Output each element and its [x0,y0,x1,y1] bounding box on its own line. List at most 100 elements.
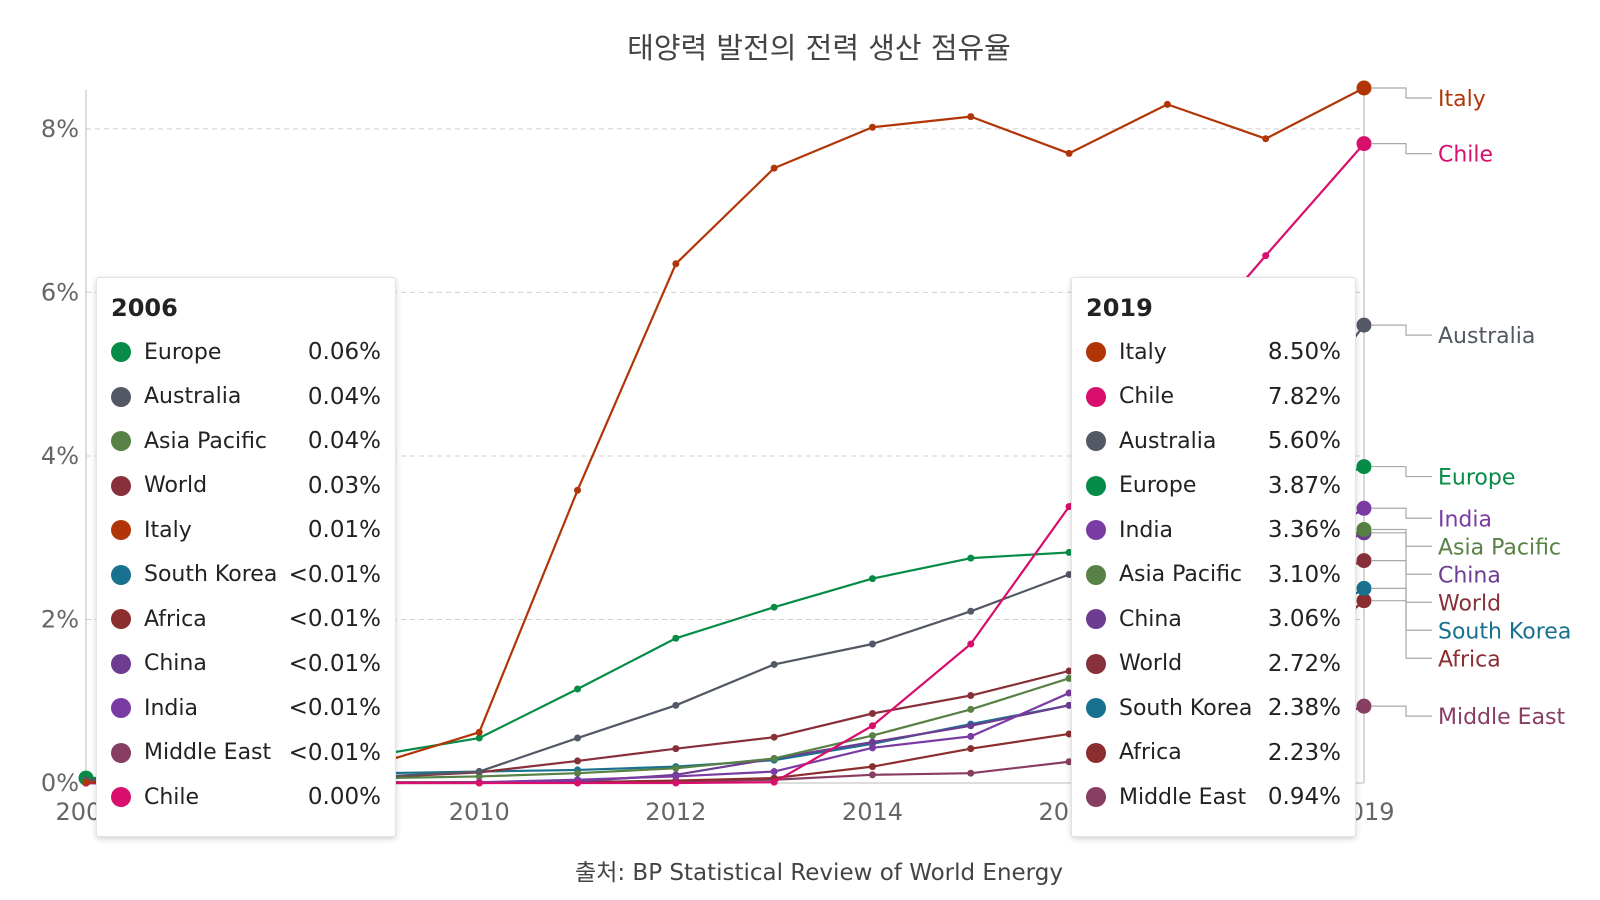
data-point [475,779,483,787]
legend-dot-icon [1086,431,1106,452]
end-labels: Italy Chile Australia Europe India Asia Pacif… [1372,87,1571,730]
tooltip-series-value: 0.01% [307,517,381,544]
tooltip-series-name: Africa [1119,740,1182,766]
tooltip-row-middle_east: Middle East 0.94% [1086,775,1341,820]
tooltip-series-value: 5.60% [1267,428,1341,455]
y-tick-label: 0% [41,769,79,797]
leader-line [1372,87,1432,99]
data-point [1065,149,1073,157]
legend-dot-icon [1086,787,1106,808]
legend-dot-icon [111,431,131,452]
data-point [770,603,778,611]
legend-dot-icon [1086,475,1106,496]
tooltip-row-australia: Australia 0.04% [111,375,381,420]
tooltip-row-south_korea: South Korea 2.38% [1086,686,1341,731]
data-point [967,692,975,700]
tooltip-row-chile: Chile 7.82% [1086,375,1341,420]
end-label-text: Africa [1438,647,1501,672]
data-point [868,744,876,752]
tooltip-row-australia: Australia 5.60% [1086,419,1341,464]
tooltip-series-value: 2.23% [1267,739,1341,766]
tooltip-year: 2019 [1086,294,1153,322]
tooltip-row-asia_pacific: Asia Pacific 3.10% [1086,553,1341,598]
tooltip-year: 2006 [111,294,178,322]
tooltip-series-name: China [1119,606,1182,632]
tooltip-series-name: Europe [1119,473,1197,499]
legend-dot-icon [1086,653,1106,674]
data-point [672,260,680,268]
end-label-text: Europe [1438,466,1515,491]
data-point [868,710,876,717]
end-label-text: China [1438,563,1501,588]
tooltip-series-value: <0.01% [288,695,381,722]
tooltip-series-value: <0.01% [288,739,381,766]
legend-dot-icon [111,698,131,719]
tooltip-series-value: 2.72% [1267,650,1341,677]
data-point [574,486,582,494]
tooltip-series-name: World [1119,651,1183,677]
tooltip-series-name: India [144,695,198,721]
data-point [868,771,876,779]
end-label-text: Australia [1438,324,1535,349]
tooltip-2006: 2006 Europe 0.06% Australia 0.04% Asia Pacif… [96,277,396,837]
data-point [1065,667,1073,675]
data-point [1065,689,1073,697]
tooltip-series-value: <0.01% [288,650,381,677]
data-point [1065,701,1073,709]
tooltip-series-name: Middle East [144,740,272,766]
tooltip-series-name: Chile [1119,384,1175,410]
leader-line [1372,600,1432,659]
data-point [672,779,680,787]
data-point [574,685,582,693]
data-point [1262,252,1270,260]
legend-dot-icon [111,609,131,630]
legend-dot-icon [111,475,131,496]
end-label-india: India [1372,507,1492,532]
tooltip-series-value: 8.50% [1267,339,1341,366]
legend-dot-icon [1086,609,1106,630]
leader-line [1372,507,1432,519]
end-label-middle_east: Middle East [1372,705,1566,730]
tooltip-row-italy: Italy 8.50% [1086,330,1341,375]
data-point [1356,553,1372,569]
data-point [1163,100,1171,108]
tooltip-series-value: 3.87% [1267,472,1341,499]
tooltip-2019: 2019 Italy 8.50% Chile 7.82% Australia 5.60% E… [1071,277,1356,837]
tooltip-series-value: 3.10% [1267,561,1341,588]
legend-dot-icon [111,342,131,363]
legend-dot-icon [111,520,131,541]
data-point [1065,571,1073,578]
end-label-south_korea: South Korea [1372,587,1571,644]
legend-dot-icon [1086,386,1106,407]
data-point [1356,80,1372,96]
end-label-australia: Australia [1372,324,1535,349]
tooltip-series-name: Africa [144,606,207,632]
leader-line [1372,143,1432,155]
data-point [1262,135,1270,143]
data-point [1356,136,1372,152]
x-tick-label: 2014 [842,798,903,826]
data-point [1065,758,1073,766]
tooltip-series-name: Asia Pacific [144,428,268,454]
tooltip-series-value: 3.36% [1267,517,1341,544]
legend-dot-icon [111,787,131,808]
end-label-text: Italy [1438,87,1486,112]
tooltip-series-value: 3.06% [1267,606,1341,633]
tooltip-row-chile: Chile 0.00% [111,775,381,820]
legend-dot-icon [1086,520,1106,541]
data-point [967,732,975,740]
end-label-text: India [1438,507,1492,532]
data-point [475,772,483,780]
leader-line [1372,587,1432,631]
data-point [770,660,778,668]
end-label-asia_pacific: Asia Pacific [1372,528,1561,560]
tooltip-series-name: Middle East [1119,784,1247,810]
data-point [475,734,483,742]
tooltip-series-name: Chile [144,784,200,810]
end-label-text: Chile [1438,143,1493,168]
end-label-china: China [1372,532,1501,588]
tooltip-row-india: India <0.01% [111,686,381,731]
tooltip-series-value: 0.03% [307,472,381,499]
end-label-text: Middle East [1438,705,1566,730]
